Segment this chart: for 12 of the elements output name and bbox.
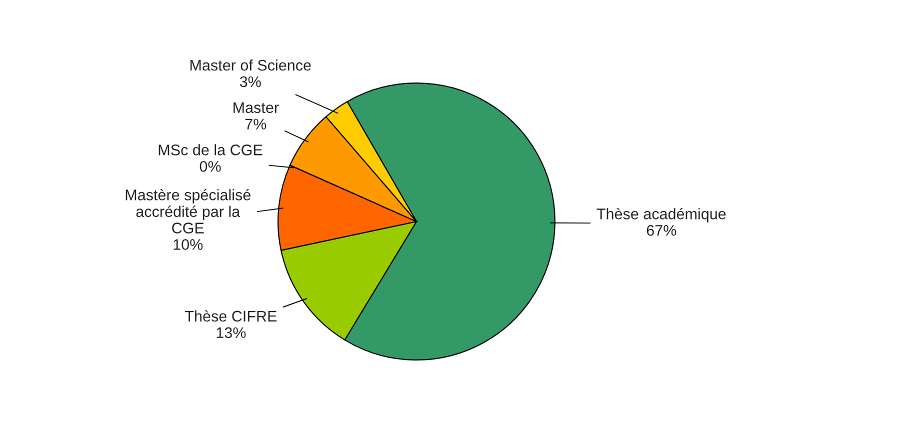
slice-label: Master of Science <box>190 59 311 71</box>
text: 0% <box>200 161 221 172</box>
data-label: 13% <box>216 327 246 338</box>
data-label: 10% <box>174 239 203 250</box>
legend-label: Master <box>234 102 279 114</box>
data-label: 67% <box>646 224 676 236</box>
category-label: MSc de la CGE <box>158 144 262 156</box>
slice-label: Thèse CIFRE <box>185 310 277 322</box>
data-label: 3% <box>240 76 261 88</box>
slice-label: Mastère spécialisé accrédité par la CGE <box>126 188 250 234</box>
slice-label: Thèse académique <box>596 208 726 222</box>
data-label: 7% <box>245 118 266 130</box>
